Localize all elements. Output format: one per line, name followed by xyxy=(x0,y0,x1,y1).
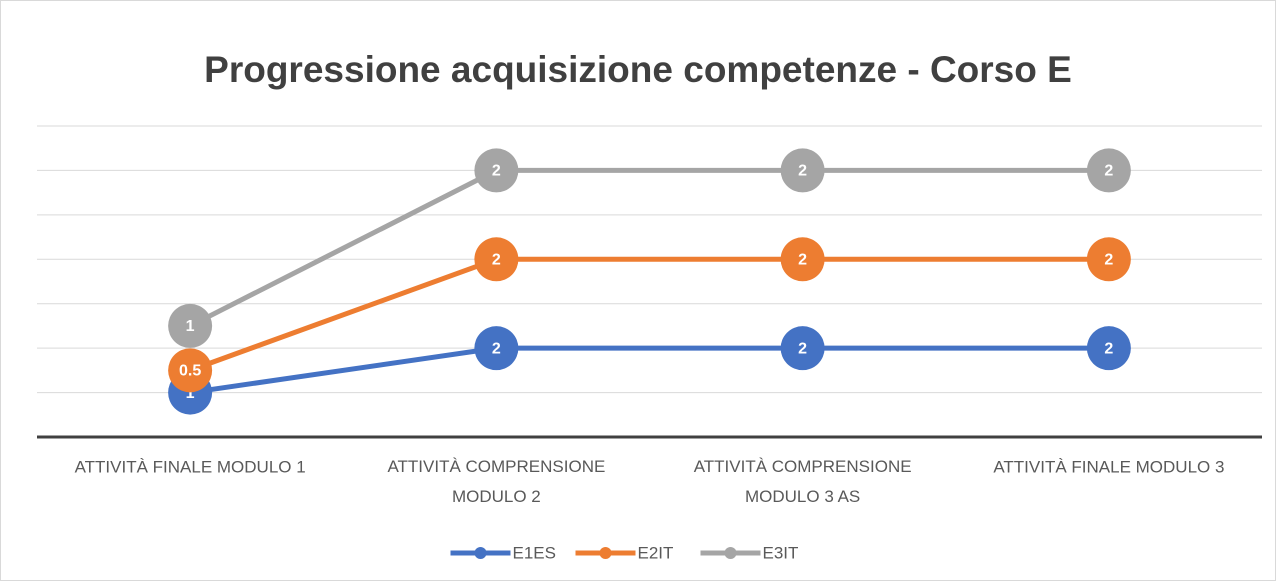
marker xyxy=(1086,148,1131,193)
data-label: 2 xyxy=(492,163,501,180)
data-label: 2 xyxy=(1104,340,1113,357)
legend-marker xyxy=(599,547,612,559)
data-label: 2 xyxy=(798,340,807,357)
marker xyxy=(474,326,519,371)
data-label: 2 xyxy=(492,252,501,269)
marker xyxy=(168,303,213,348)
x-tick-label-line: ATTIVITÀ COMPRENSIONE xyxy=(387,457,605,476)
marker xyxy=(474,148,519,193)
data-label: 2 xyxy=(492,340,501,357)
series-line xyxy=(188,167,1109,329)
data-label: 2 xyxy=(798,163,807,180)
data-label: 2 xyxy=(1104,163,1113,180)
x-tick-label-line: MODULO 2 xyxy=(452,487,541,506)
data-label: 1 xyxy=(186,318,195,335)
x-tick-label: ATTIVITÀ COMPRENSIONE MODULO 3 AS xyxy=(694,457,912,506)
legend-label: E2IT xyxy=(638,543,674,562)
marker xyxy=(474,237,519,282)
legend-label: E1ES xyxy=(513,543,556,562)
marker xyxy=(1086,326,1131,371)
x-tick-label: ATTIVITÀ FINALE MODULO 1 xyxy=(75,457,306,476)
legend-label: E3IT xyxy=(763,543,799,562)
data-label: 1 xyxy=(186,385,195,402)
x-tick-label: ATTIVITÀ COMPRENSIONE MODULO 2 xyxy=(387,457,605,506)
chart-title: Progressione acquisizione competenze - C… xyxy=(204,49,1072,90)
marker xyxy=(168,348,213,393)
x-tick-label: ATTIVITÀ FINALE MODULO 3 xyxy=(993,457,1224,476)
legend-marker xyxy=(474,547,487,559)
x-tick-label-line: ATTIVITÀ COMPRENSIONE xyxy=(694,457,912,476)
marker xyxy=(780,148,825,193)
marker xyxy=(1086,237,1131,282)
legend-marker xyxy=(724,547,737,559)
x-tick-label-line: MODULO 3 AS xyxy=(745,487,860,506)
marker xyxy=(780,237,825,282)
data-label: 0.5 xyxy=(179,363,201,380)
data-label: 2 xyxy=(798,252,807,269)
data-label: 2 xyxy=(1104,252,1113,269)
series-line xyxy=(189,256,1109,373)
marker xyxy=(780,326,825,371)
series-line xyxy=(189,345,1109,396)
